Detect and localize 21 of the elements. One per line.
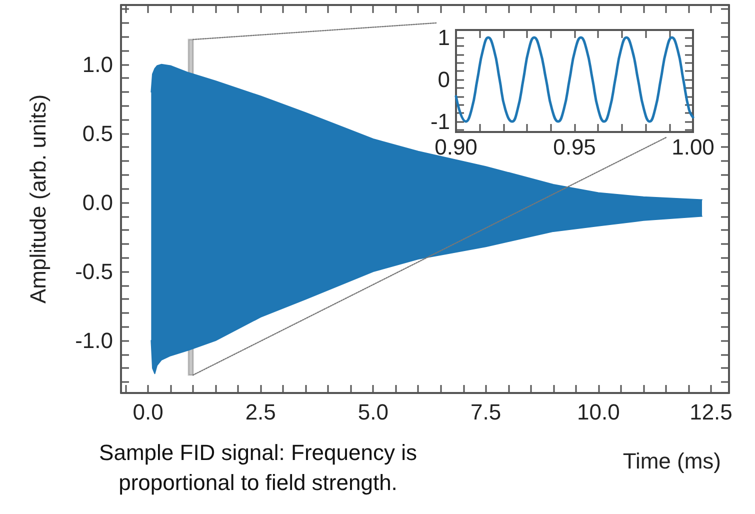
x-tick-label: 0.95 [553,134,596,160]
x-tick-label: 2.5 [245,400,276,424]
x-axis-title: Time (ms) [622,448,722,474]
y-tick-label: -0.5 [75,258,113,284]
text: Sample FID signal: Frequency is proportional to field strength. [98,439,418,497]
y-tick-label: 0.5 [82,120,113,146]
x-tick-label: 12.5 [690,400,732,424]
y-tick-label: 1.0 [82,52,113,77]
y-tick-label: 0.0 [82,190,113,215]
x-tick-label: 7.5 [470,400,502,424]
x-tick-label: 0.90 [434,134,478,160]
y-tick-label: -1.0 [75,328,113,354]
x-tick-label: 0.0 [132,400,164,424]
x-tick-label: 10.0 [576,400,620,424]
y-axis-title: Amplitude (arb. units) [26,94,50,304]
x-tick-label: 5.0 [358,400,389,424]
line-series [454,36,694,123]
y-tick-label: 0 [438,67,450,92]
y-tick-label: -1 [430,109,450,134]
x-tick-label: 1.00 [672,134,714,160]
y-tick-label: 1 [438,25,450,50]
